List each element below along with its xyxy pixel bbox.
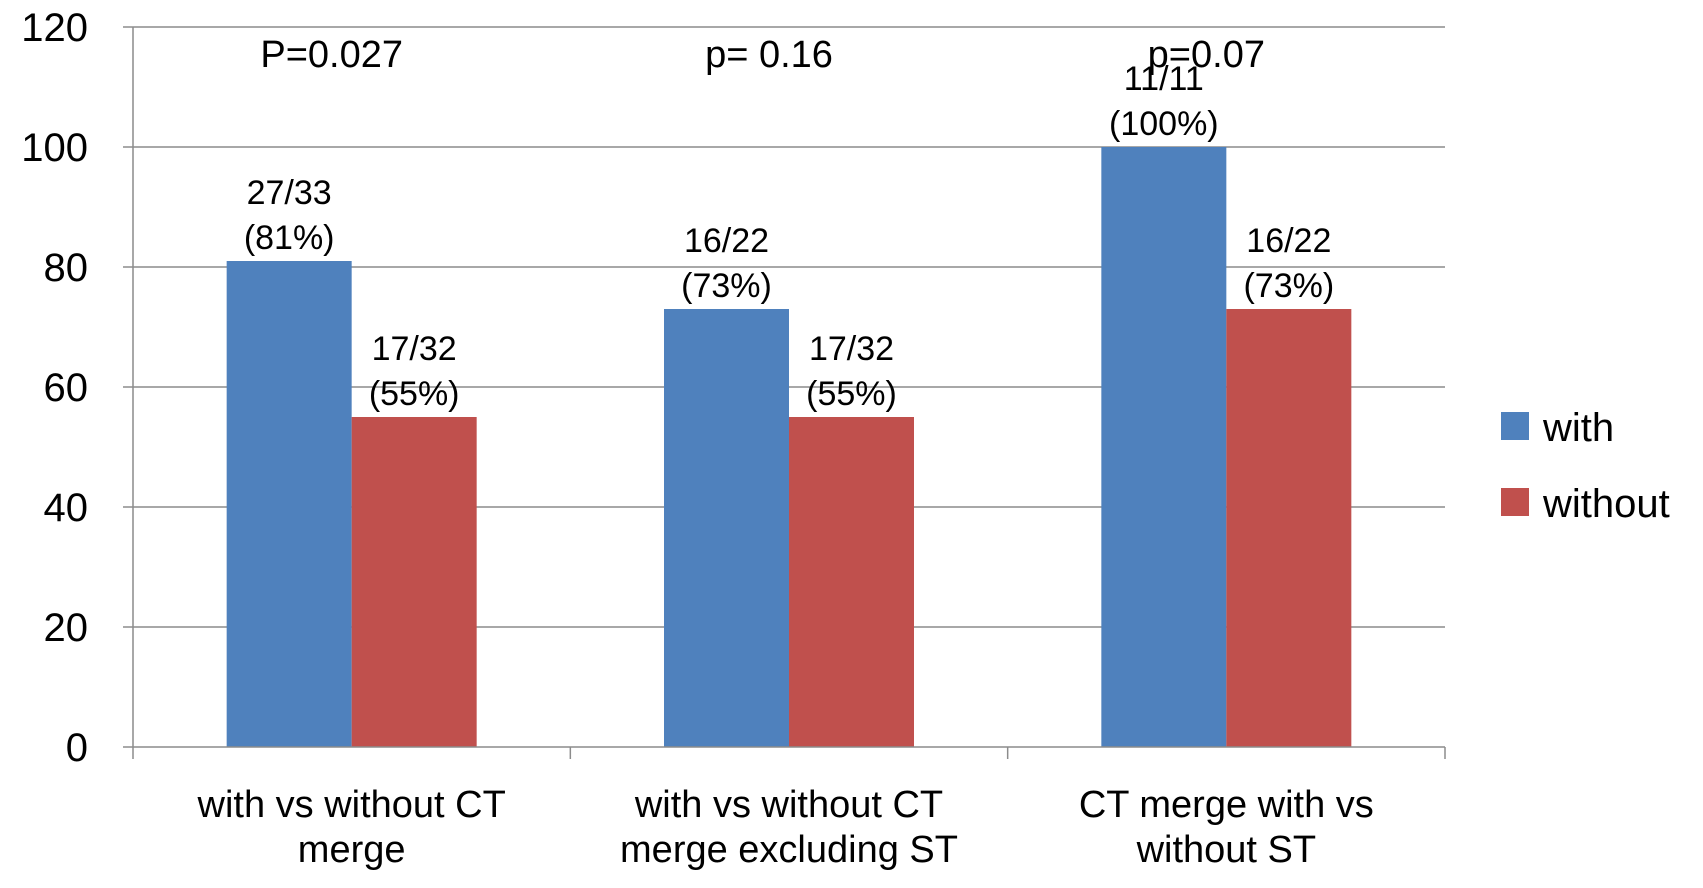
text-line: (55%): [369, 375, 460, 413]
legend-swatch-without: [1501, 488, 1529, 516]
bar-without: [1226, 309, 1352, 747]
text-line: merge: [298, 829, 406, 871]
p-value-label: p=0.07: [1148, 34, 1265, 76]
category-label: CT merge with vs without ST: [1079, 784, 1374, 871]
legend-label: without: [1542, 482, 1670, 526]
text-line: 16/22: [1246, 222, 1331, 260]
y-tick-label: 0: [66, 726, 88, 770]
category-label: with vs without CT merge excluding ST: [620, 784, 958, 871]
p-value-label: p= 0.16: [705, 34, 833, 76]
text-line: 17/32: [372, 330, 457, 368]
data-label: 17/32 (55%): [806, 330, 897, 413]
axes: [123, 26, 1446, 759]
data-label: 17/32 (55%): [369, 330, 460, 413]
y-tick-label: 100: [21, 126, 88, 170]
text-line: (73%): [681, 267, 772, 305]
text-line: with vs without CT: [197, 784, 506, 826]
text-line: 16/22: [684, 222, 769, 260]
text-line: (81%): [244, 219, 335, 257]
data-labels: 27/33 (81%) 17/32 (55%) 16/22 (73%) 17/32 (55%)…: [244, 60, 1334, 413]
text-line: 27/33: [247, 174, 332, 212]
y-tick-label: 120: [21, 6, 88, 50]
data-label: 16/22 (73%): [681, 222, 772, 305]
legend-label: with: [1542, 406, 1614, 450]
text-line: without ST: [1136, 829, 1317, 871]
legend: with without: [1501, 406, 1670, 526]
y-tick-label: 20: [44, 606, 89, 650]
y-axis-ticks: 0 20 40 60 80 100 120: [21, 6, 88, 770]
bar-with: [1101, 147, 1227, 747]
p-value-label: P=0.027: [260, 34, 403, 76]
text-line: CT merge with vs: [1079, 784, 1374, 826]
bars: [226, 147, 1352, 747]
data-label: 11/11 (100%): [1109, 60, 1219, 143]
y-tick-label: 40: [44, 486, 89, 530]
text-line: (55%): [806, 375, 897, 413]
data-label: 16/22 (73%): [1243, 222, 1334, 305]
bar-without: [789, 417, 914, 747]
text-line: with vs without CT: [634, 784, 943, 826]
text-line: 11/11: [1124, 60, 1204, 98]
legend-swatch-with: [1501, 412, 1529, 440]
bar-without: [351, 417, 477, 747]
text-line: (100%): [1109, 105, 1219, 143]
category-label: with vs without CT merge: [197, 784, 506, 871]
text-line: 17/32: [809, 330, 894, 368]
y-tick-label: 80: [44, 246, 89, 290]
bar-with: [226, 261, 352, 747]
text-line: merge excluding ST: [620, 829, 958, 871]
data-label: 27/33 (81%): [244, 174, 335, 257]
text-line: (73%): [1243, 267, 1334, 305]
p-value-annotations: P=0.027 p= 0.16 p=0.07: [260, 34, 1265, 76]
y-tick-label: 60: [44, 366, 89, 410]
bar-with: [664, 309, 789, 747]
